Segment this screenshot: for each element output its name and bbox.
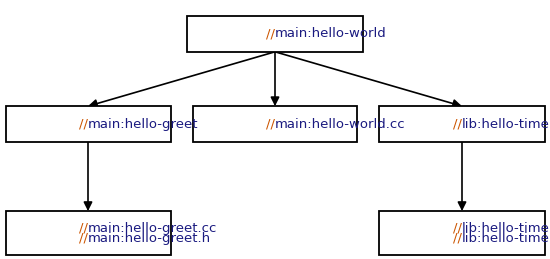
Text: //: //	[79, 232, 88, 244]
Text: //: //	[79, 222, 88, 235]
Text: //: //	[453, 232, 462, 244]
Text: //: //	[453, 118, 462, 131]
FancyBboxPatch shape	[187, 16, 363, 52]
Text: //: //	[266, 27, 275, 40]
Text: main:hello-greet.cc: main:hello-greet.cc	[88, 222, 217, 235]
Text: lib:hello-time.h: lib:hello-time.h	[462, 222, 550, 235]
Text: main:hello-greet: main:hello-greet	[88, 118, 199, 131]
Text: main:hello-world: main:hello-world	[275, 27, 387, 40]
FancyBboxPatch shape	[192, 106, 358, 142]
FancyBboxPatch shape	[379, 106, 544, 142]
Text: //: //	[453, 222, 462, 235]
Text: //: //	[266, 118, 275, 131]
FancyBboxPatch shape	[379, 211, 544, 255]
Text: //: //	[79, 118, 88, 131]
FancyBboxPatch shape	[6, 211, 170, 255]
FancyBboxPatch shape	[6, 106, 170, 142]
Text: lib:hello-time.cc: lib:hello-time.cc	[462, 232, 550, 244]
Text: lib:hello-time: lib:hello-time	[462, 118, 550, 131]
Text: main:hello-greet.h: main:hello-greet.h	[88, 232, 211, 244]
Text: main:hello-world.cc: main:hello-world.cc	[275, 118, 406, 131]
